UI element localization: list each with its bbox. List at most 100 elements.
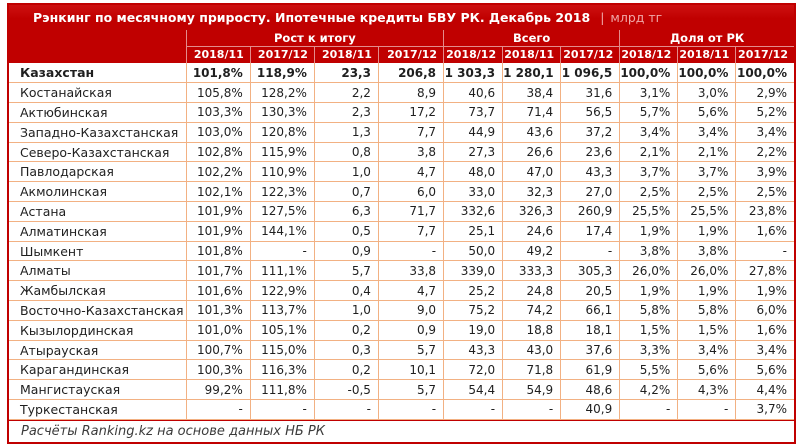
value-cell: 3,8% <box>619 241 678 262</box>
value-cell: 61,9 <box>560 359 620 381</box>
value-cell: 25,1 <box>443 221 503 242</box>
value-cell: 100,3% <box>185 359 251 381</box>
value-cell: 26,0% <box>619 260 678 282</box>
value-cell: 5,7 <box>377 340 444 361</box>
value-cell: 100,0% <box>619 63 678 84</box>
value-cell: 9,0 <box>377 300 444 321</box>
value-cell: 3,7% <box>677 161 736 183</box>
value-cell: 4,7 <box>377 280 444 302</box>
region-name: Восточно-Казахстанская <box>9 300 187 321</box>
value-cell: 5,2% <box>735 102 794 123</box>
value-cell: 25,5% <box>619 201 678 222</box>
region-name: Актюбинская <box>9 102 187 123</box>
value-cell: 101,9% <box>185 201 251 222</box>
value-cell: 3,4% <box>735 340 794 361</box>
value-cell: 101,7% <box>185 260 251 282</box>
table-row: Алматы 101,7% 111,1% 5,7 33,8 339,0 333,3 305,3… <box>9 260 794 282</box>
region-name: Казахстан <box>9 63 187 84</box>
value-cell: 2,5% <box>677 181 736 203</box>
value-cell: 3,7% <box>619 161 678 183</box>
value-cell: 74,2 <box>502 300 561 321</box>
value-cell: 5,7 <box>377 379 444 401</box>
value-cell: 54,4 <box>443 379 503 401</box>
corner-cell <box>9 30 187 63</box>
period-header-cell: 2018/11 <box>313 45 379 63</box>
value-cell: 101,9% <box>185 221 251 242</box>
value-cell: 48,6 <box>560 379 620 401</box>
region-name: Мангистауская <box>9 379 187 401</box>
region-name: Павлодарская <box>9 161 187 183</box>
value-cell: 102,2% <box>185 161 251 183</box>
value-cell: 122,9% <box>249 280 315 302</box>
table-unit: | млрд тг <box>600 10 662 25</box>
value-cell: 1,0 <box>313 300 379 321</box>
source-note: Расчёты Ranking.kz на основе данных НБ Р… <box>9 419 794 442</box>
value-cell: 3,1% <box>619 82 678 104</box>
value-cell: 72,0 <box>443 359 503 381</box>
value-cell: 75,2 <box>443 300 503 321</box>
value-cell: - <box>677 399 736 420</box>
period-header-cell: 2018/12 <box>619 45 678 63</box>
value-cell: - <box>249 241 315 262</box>
value-cell: 2,1% <box>619 142 678 163</box>
value-cell: 43,0 <box>502 340 561 361</box>
value-cell: 333,3 <box>502 260 561 282</box>
region-name: Туркестанская <box>9 399 187 420</box>
value-cell: 3,9% <box>735 161 794 183</box>
region-name: Астана <box>9 201 187 222</box>
table-row: Актюбинская 103,3% 130,3% 2,3 17,2 73,7 71,4 56… <box>9 102 794 123</box>
value-cell: 1 280,1 <box>502 63 561 84</box>
header-group-row: Рост к итогу Всего Доля от РК <box>9 30 794 63</box>
value-cell: 122,3% <box>249 181 315 203</box>
value-cell: 5,7 <box>313 260 379 282</box>
value-cell: 40,6 <box>443 82 503 104</box>
value-cell: 3,4% <box>677 340 736 361</box>
period-header-cell: 2018/12 <box>443 45 503 63</box>
value-cell: 33,0 <box>443 181 503 203</box>
ranking-report-table: Рэнкинг по месячному приросту. Ипотечные… <box>7 3 796 444</box>
value-cell: 2,5% <box>619 181 678 203</box>
period-header-cell: 2017/12 <box>377 45 444 63</box>
unit-divider: | <box>600 10 605 25</box>
value-cell: 0,3 <box>313 340 379 361</box>
period-header-cell: 2018/11 <box>185 45 251 63</box>
table-row: Костанайская 105,8% 128,2% 2,2 8,9 40,6 38,4 31… <box>9 82 794 104</box>
period-header-cell: 2017/12 <box>735 45 794 63</box>
value-cell: 50,0 <box>443 241 503 262</box>
value-cell: 1,5% <box>619 320 678 341</box>
value-cell: 48,0 <box>443 161 503 183</box>
value-cell: 6,0 <box>377 181 444 203</box>
header-period-row: 2018/11 2017/12 2018/11 2017/12 2018/12 2018/… <box>9 45 794 63</box>
value-cell: 260,9 <box>560 201 620 222</box>
value-cell: - <box>313 399 379 420</box>
value-cell: 5,6% <box>677 102 736 123</box>
value-cell: 24,8 <box>502 280 561 302</box>
group-header-growth: Рост к итогу <box>185 30 444 46</box>
value-cell: 127,5% <box>249 201 315 222</box>
region-name: Костанайская <box>9 82 187 104</box>
value-cell: 47,0 <box>502 161 561 183</box>
value-cell: 1,0 <box>313 161 379 183</box>
value-cell: 3,8 <box>377 142 444 163</box>
value-cell: 0,7 <box>313 181 379 203</box>
table-row: Западно-Казахстанская 103,0% 120,8% 1,3 7,7 4… <box>9 122 794 143</box>
value-cell: 1,3 <box>313 122 379 143</box>
value-cell: 19,0 <box>443 320 503 341</box>
value-cell: 24,6 <box>502 221 561 242</box>
value-cell: 115,9% <box>249 142 315 163</box>
value-cell: 1,9% <box>677 221 736 242</box>
table-row: Астана 101,9% 127,5% 6,3 71,7 332,6 326,3 260,9… <box>9 201 794 222</box>
value-cell: 54,9 <box>502 379 561 401</box>
value-cell: 1,6% <box>735 320 794 341</box>
value-cell: 100,0% <box>677 63 736 84</box>
value-cell: 4,2% <box>619 379 678 401</box>
value-cell: - <box>377 399 444 420</box>
value-cell: 339,0 <box>443 260 503 282</box>
value-cell: 5,6% <box>677 359 736 381</box>
value-cell: 2,2 <box>313 82 379 104</box>
value-cell: 71,4 <box>502 102 561 123</box>
value-cell: 1,9% <box>619 280 678 302</box>
value-cell: 111,8% <box>249 379 315 401</box>
period-header-cell: 2018/11 <box>677 45 736 63</box>
value-cell: 1,9% <box>735 280 794 302</box>
